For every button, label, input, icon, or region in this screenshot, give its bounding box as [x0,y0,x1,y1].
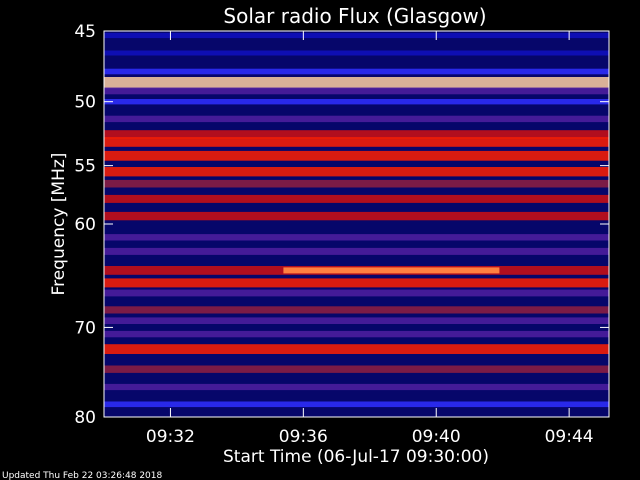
band-23 [104,365,609,373]
y-tick-label-1: 50 [74,93,96,113]
y-tick-label-5: 80 [74,408,96,428]
updated-timestamp: Updated Thu Feb 22 03:26:48 2018 [2,471,163,480]
band-4 [104,87,609,95]
x-tick-label-3: 09:44 [545,427,594,447]
y-axis-label: Frequency [MHz] [49,153,69,296]
band-13 [104,211,609,221]
band-5 [104,99,609,105]
band-0 [104,32,609,39]
y-tick-labels: 45 50 55 60 70 80 [74,22,96,428]
chart-title: Solar radio Flux (Glasgow) [223,4,486,28]
band-15 [104,247,609,255]
band-6 [104,115,609,123]
x-tick-labels: 09:32 09:36 09:40 09:44 [146,427,594,447]
band-14 [104,234,609,241]
band-22 [104,344,609,354]
band-8 [104,137,609,147]
y-tick-label-0: 45 [74,22,96,42]
spectrogram-bands [104,32,609,408]
x-tick-label-2: 09:40 [412,427,461,447]
y-tick-label-2: 55 [74,157,96,177]
burst-emission [283,267,500,274]
band-12 [104,194,609,203]
band-19 [104,306,609,314]
axis-ticks [104,30,609,418]
y-tick-label-4: 70 [74,318,96,338]
band-17 [104,278,609,288]
band-1 [104,50,609,56]
band-10 [104,167,609,177]
band-21 [104,330,609,338]
plot-area [103,30,610,418]
band-24 [104,383,609,391]
band-9 [104,150,609,161]
y-tick-label-3: 60 [74,215,96,235]
band-11 [104,179,609,188]
x-tick-label-0: 09:32 [146,427,195,447]
x-axis-label: Start Time (06-Jul-17 09:30:00) [223,447,489,467]
band-7 [104,130,609,139]
band-20 [104,317,609,324]
x-tick-label-1: 09:36 [279,427,328,447]
band-25 [104,401,609,408]
band-2 [104,68,609,75]
band-3 [104,77,609,89]
band-18 [104,289,609,297]
